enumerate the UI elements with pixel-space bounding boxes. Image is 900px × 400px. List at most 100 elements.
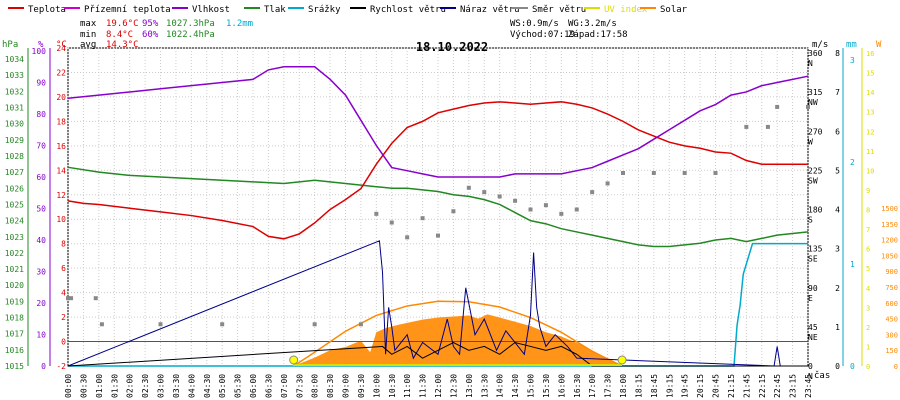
legend-label: Rychlost větru <box>370 5 446 15</box>
tick-pct: 70 <box>36 142 46 151</box>
tick-dir: 225 <box>808 166 823 175</box>
tick-hpa: 1028 <box>5 152 24 161</box>
wind-dir-point <box>513 198 518 203</box>
wind-dir-point <box>420 216 425 221</box>
tick-pct: 100 <box>32 47 47 56</box>
axis-unit-mm: mm <box>846 40 857 50</box>
wind-speed-stat: WS:0.9m/s <box>510 19 559 29</box>
tick-hpa: 1026 <box>5 184 24 193</box>
series-line-vlhkost <box>67 66 809 178</box>
wind-dir-point <box>451 209 456 214</box>
tick-ms: 5 <box>835 166 840 175</box>
wind-dir-point <box>99 322 104 327</box>
tick-x: 01:30 <box>110 374 119 398</box>
series-line-solar <box>293 300 623 367</box>
tick-x: 19:45 <box>681 374 690 398</box>
tick-w: 1500 <box>881 205 898 213</box>
tick-mm: 0 <box>850 362 855 371</box>
tick-pct: 50 <box>36 205 46 214</box>
tick-ms: 8 <box>835 49 840 58</box>
stat-avg-label: avg <box>80 40 96 50</box>
tick-temp: 22 <box>56 68 66 77</box>
axis-unit-w: W <box>876 40 882 50</box>
wind-dir-point <box>358 322 363 327</box>
tick-uv: 6 <box>866 246 870 254</box>
tick-dir-label: E <box>808 294 813 303</box>
tick-dir-label: W <box>808 137 813 146</box>
tick-ms: 6 <box>835 127 840 136</box>
tick-x: 03:00 <box>157 374 166 398</box>
tick-x: 10:30 <box>388 374 397 398</box>
tick-dir: 45 <box>808 323 818 332</box>
wind-dir-point <box>66 296 70 301</box>
tick-dir-label: S <box>808 216 813 225</box>
wind-dir-point <box>374 211 379 216</box>
tick-hpa: 1029 <box>5 136 24 145</box>
legend-label: Solar <box>660 5 688 15</box>
tick-pct: 10 <box>36 331 46 340</box>
tick-x: 00:00 <box>64 374 73 398</box>
tick-x: 08:30 <box>326 374 335 398</box>
series-line-teplota <box>67 101 808 240</box>
tick-x: 18:45 <box>650 374 659 398</box>
series-line-srazky <box>68 242 808 367</box>
tick-uv: 16 <box>866 50 874 58</box>
tick-x: 18:00 <box>619 374 628 398</box>
tick-x: 10:00 <box>372 374 381 398</box>
axis-unit-pct: % <box>38 40 44 50</box>
tick-dir: 270 <box>808 127 823 136</box>
tick-pct: 90 <box>36 79 46 88</box>
tick-x: 13:00 <box>465 374 474 398</box>
tick-dir: 315 <box>808 88 823 97</box>
tick-x: 23:45 <box>804 374 813 398</box>
tick-w: 300 <box>885 331 898 339</box>
tick-w: 1350 <box>881 221 898 229</box>
wind-dir-point <box>605 181 610 186</box>
tick-w: 600 <box>885 300 898 308</box>
tick-x: 00:30 <box>79 374 88 398</box>
solar-area <box>293 314 623 366</box>
tick-ms: 4 <box>835 206 840 215</box>
stat-max-temp: 19.6°C <box>106 19 139 29</box>
tick-pct: 20 <box>36 299 46 308</box>
tick-uv: 10 <box>866 167 874 175</box>
tick-uv: 3 <box>866 304 870 312</box>
tick-hpa: 1034 <box>5 55 24 64</box>
tick-mm: 1 <box>850 260 855 269</box>
tick-uv: 15 <box>866 70 874 78</box>
tick-pct: 30 <box>36 268 46 277</box>
tick-x: 17:30 <box>604 374 613 398</box>
tick-hpa: 1023 <box>5 233 24 242</box>
stat-avg-temp: 14.3°C <box>106 40 139 50</box>
tick-dir: 135 <box>808 245 823 254</box>
tick-uv: 14 <box>866 89 874 97</box>
stat-min-label: min <box>80 30 96 40</box>
legend-label: Přízemní teplota <box>84 5 171 15</box>
wind-dir-point <box>312 322 317 327</box>
tick-mm: 2 <box>850 158 855 167</box>
wind-dir-point <box>497 194 502 199</box>
tick-temp: 8 <box>61 240 66 249</box>
wind-dir-point <box>93 296 98 301</box>
wind-dir-point <box>405 235 410 240</box>
tick-w: 1200 <box>881 237 898 245</box>
sun-marker <box>617 355 627 365</box>
tick-temp: 14 <box>56 166 66 175</box>
tick-w: 0 <box>894 363 898 371</box>
stat-min-press: 1022.4hPa <box>166 30 215 40</box>
tick-uv: 9 <box>866 187 870 195</box>
tick-x: 22:45 <box>773 374 782 398</box>
tick-w: 1050 <box>881 252 898 260</box>
tick-x: 12:00 <box>434 374 443 398</box>
tick-dir: 180 <box>808 206 823 215</box>
wind-dir-point <box>765 124 770 129</box>
legend-label: Vlhkost <box>192 5 230 15</box>
tick-hpa: 1017 <box>5 330 24 339</box>
legend-label: Srážky <box>308 5 341 15</box>
tick-x: 04:00 <box>187 374 196 398</box>
tick-pct: 80 <box>36 110 46 119</box>
tick-x: 14:00 <box>496 374 505 398</box>
tick-hpa: 1018 <box>5 314 24 323</box>
axis-unit-temp: °C <box>56 40 67 50</box>
